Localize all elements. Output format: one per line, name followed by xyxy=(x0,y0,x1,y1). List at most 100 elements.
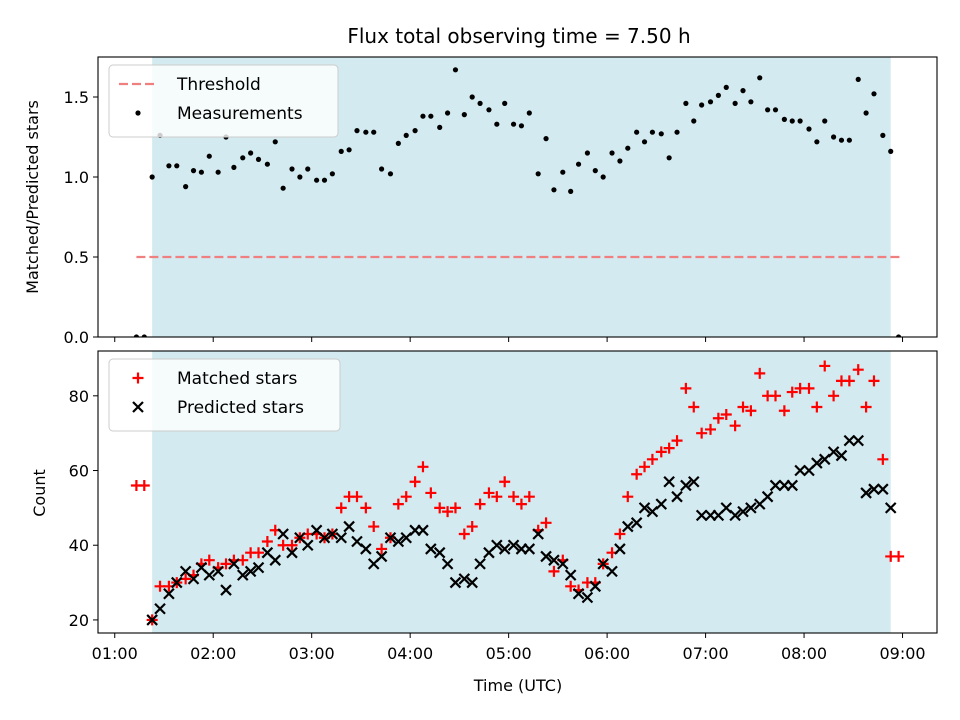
measurement-point xyxy=(264,161,270,167)
measurement-point xyxy=(354,128,360,134)
predicted-star-point xyxy=(425,543,437,555)
matched-star-point xyxy=(663,442,675,454)
matched-star-point xyxy=(483,487,495,499)
measurement-point xyxy=(428,113,434,119)
measurement-point xyxy=(363,129,369,135)
predicted-star-point xyxy=(301,539,314,552)
predicted-star-point xyxy=(187,573,200,585)
legend-box xyxy=(108,64,339,138)
matched-star-point xyxy=(400,491,412,503)
measurement-point xyxy=(166,163,172,169)
measurement-point xyxy=(240,155,246,161)
matched-star-point xyxy=(688,401,700,413)
predicted-star-point xyxy=(449,576,462,589)
measurement-point xyxy=(822,118,828,124)
matched-star-point xyxy=(548,565,560,577)
matched-star-point xyxy=(754,367,766,379)
matched-star-point xyxy=(392,498,404,510)
matched-star-point xyxy=(803,382,815,394)
x-tick-label: 05:00 xyxy=(486,644,532,663)
matched-star-point xyxy=(655,446,667,458)
measurement-point xyxy=(412,128,418,134)
matched-star-point xyxy=(720,408,732,420)
x-tick-label: 01:00 xyxy=(92,644,138,663)
measurement-point xyxy=(683,100,689,106)
predicted-star-point xyxy=(581,591,594,604)
top-y-axis-label: Matched/Predicted stars xyxy=(23,100,42,294)
measurement-point xyxy=(855,76,861,82)
predicted-star-point xyxy=(523,543,536,555)
axes-frame xyxy=(97,56,938,338)
measurement-point xyxy=(634,129,640,135)
predicted-star-point xyxy=(441,558,454,570)
predicted-star-point xyxy=(548,554,560,566)
measurement-point xyxy=(814,139,820,145)
measurement-point xyxy=(584,150,591,156)
predicted-star-point xyxy=(228,558,240,570)
matched-star-point xyxy=(614,528,626,540)
predicted-star-point xyxy=(498,543,511,555)
matched-star-point xyxy=(261,535,273,547)
matched-star-point xyxy=(253,547,265,559)
measurement-point xyxy=(469,94,475,100)
measurement-point xyxy=(437,124,443,130)
measurement-point xyxy=(371,129,377,135)
matched-star-point xyxy=(893,550,905,562)
measurement-point xyxy=(888,148,894,154)
predicted-star-point xyxy=(540,550,552,563)
matched-star-point xyxy=(828,390,840,402)
predicted-star-point xyxy=(392,535,405,548)
measurement-point xyxy=(387,171,394,177)
predicted-star-point xyxy=(557,558,569,570)
measurement-point xyxy=(609,150,615,156)
measurement-point xyxy=(329,171,335,177)
measurement-point xyxy=(379,166,385,172)
measurement-point xyxy=(486,107,492,113)
measurement-point xyxy=(806,126,812,132)
predicted-star-point xyxy=(695,509,708,522)
measurement-point xyxy=(231,164,237,170)
predicted-star-point xyxy=(622,520,634,533)
predicted-star-point xyxy=(729,509,741,522)
measurement-point xyxy=(740,88,746,94)
matched-star-point xyxy=(220,558,232,570)
matched-star-point xyxy=(360,502,372,514)
matched-star-point xyxy=(417,461,429,473)
legend-label: Measurements xyxy=(177,104,303,124)
matched-star-point xyxy=(515,498,527,510)
measurement-point xyxy=(723,84,729,90)
legend-label: Matched stars xyxy=(177,369,297,389)
measurement-point xyxy=(174,163,180,169)
chart-title: Flux total observing time = 7.50 h xyxy=(347,24,690,48)
measurement-point xyxy=(666,155,672,161)
measurement-point xyxy=(699,102,705,108)
measurement-point xyxy=(190,168,197,174)
matched-star-point xyxy=(474,498,486,510)
predicted-star-point xyxy=(769,479,782,492)
matched-star-point xyxy=(778,405,790,417)
matched-star-point xyxy=(425,487,437,499)
matched-star-point xyxy=(434,502,446,514)
matched-star-point xyxy=(639,461,651,473)
measurement-point xyxy=(871,91,877,97)
measurement-point xyxy=(215,169,221,175)
measurement-point xyxy=(248,150,254,156)
y-tick-label: 0.5 xyxy=(64,248,89,267)
x-axis-label: Time (UTC) xyxy=(473,676,562,695)
matched-star-point xyxy=(523,491,535,503)
predicted-star-point xyxy=(203,569,216,581)
matched-star-point xyxy=(499,476,511,488)
matched-star-point xyxy=(819,360,831,372)
predicted-star-point xyxy=(663,475,675,488)
predicted-star-point xyxy=(458,573,471,585)
measurement-point xyxy=(592,168,598,174)
y-tick-label: 60 xyxy=(69,462,89,481)
matched-star-point xyxy=(449,502,461,514)
predicted-star-point xyxy=(236,569,249,581)
measurement-point xyxy=(781,116,787,122)
predicted-star-point xyxy=(343,520,355,533)
measurement-point xyxy=(707,99,714,105)
predicted-star-point xyxy=(680,479,692,492)
matched-star-point xyxy=(138,479,150,491)
measurement-point xyxy=(543,136,549,142)
